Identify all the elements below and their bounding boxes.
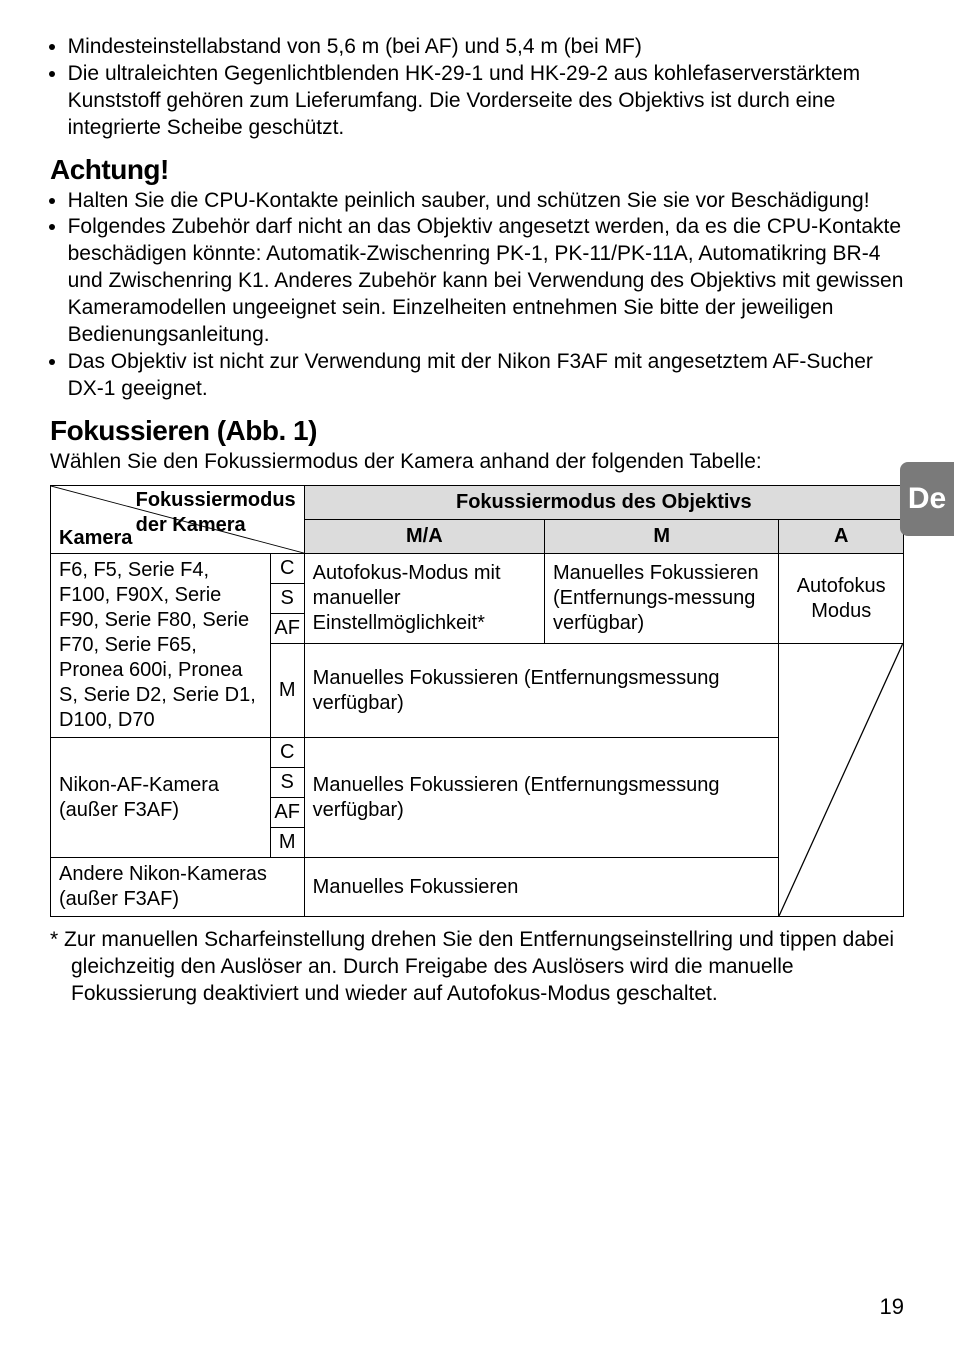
cell-af-right: Autofokus Modus bbox=[779, 554, 904, 644]
bullet-item: Folgendes Zubehör darf nicht an das Obje… bbox=[68, 214, 904, 348]
focus-mode-table: Fokussiermodus der Kamera Kamera Fokussi… bbox=[50, 485, 904, 917]
top-bullet-list: Mindesteinstellabstand von 5,6 m (bei AF… bbox=[50, 34, 904, 142]
table-header-right: Fokussiermodus des Objektivs bbox=[304, 486, 903, 520]
cell-man-wide-1: Manuelles Fokussieren (Entfernungsmessun… bbox=[304, 644, 779, 738]
diag-bot-text: Kamera bbox=[59, 526, 132, 551]
camera-group-1: F6, F5, Serie F4, F100, F90X, Serie F90,… bbox=[51, 554, 271, 738]
mode-m: M bbox=[270, 644, 304, 738]
slash-cell bbox=[779, 644, 904, 917]
cell-man-entf: Manuelles Fokussieren (Entfernungs-messu… bbox=[545, 554, 779, 644]
page-number: 19 bbox=[880, 1294, 904, 1320]
bullet-item: Mindesteinstellabstand von 5,6 m (bei AF… bbox=[68, 34, 904, 61]
col-a: A bbox=[779, 520, 904, 554]
camera-group-3: Andere Nikon-Kameras (außer F3AF) bbox=[51, 858, 305, 917]
mode-c: C bbox=[270, 738, 304, 768]
mode-m: M bbox=[270, 828, 304, 858]
bullet-item: Halten Sie die CPU-Kontakte peinlich sau… bbox=[68, 188, 904, 215]
achtung-heading: Achtung! bbox=[50, 154, 904, 186]
achtung-list: Halten Sie die CPU-Kontakte peinlich sau… bbox=[50, 188, 904, 403]
col-ma: M/A bbox=[304, 520, 544, 554]
cell-man-wide-2: Manuelles Fokussieren (Entfernungsmessun… bbox=[304, 738, 779, 858]
camera-group-2: Nikon-AF-Kamera (außer F3AF) bbox=[51, 738, 271, 858]
fokus-heading: Fokussieren (Abb. 1) bbox=[50, 415, 904, 447]
mode-s: S bbox=[270, 768, 304, 798]
mode-s: S bbox=[270, 584, 304, 614]
mode-c: C bbox=[270, 554, 304, 584]
cell-man-only: Manuelles Fokussieren bbox=[304, 858, 779, 917]
bullet-item: Die ultraleichten Gegenlichtblenden HK-2… bbox=[68, 61, 904, 142]
cell-af-modus: Autofokus-Modus mit manueller Einstellmö… bbox=[304, 554, 544, 644]
mode-af: AF bbox=[270, 614, 304, 644]
bullet-item: Das Objektiv ist nicht zur Verwendung mi… bbox=[68, 349, 904, 403]
language-tab: De bbox=[900, 462, 954, 536]
mode-af: AF bbox=[270, 798, 304, 828]
diag-top-text: Fokussiermodus bbox=[136, 489, 296, 511]
diag-mid-text: der Kamera bbox=[136, 514, 246, 536]
col-m: M bbox=[545, 520, 779, 554]
table-diag-header: Fokussiermodus der Kamera Kamera bbox=[51, 486, 305, 554]
fokus-intro: Wählen Sie den Fokussiermodus der Kamera… bbox=[50, 449, 904, 476]
footnote: * Zur manuellen Scharfeinstellung drehen… bbox=[50, 927, 904, 1008]
